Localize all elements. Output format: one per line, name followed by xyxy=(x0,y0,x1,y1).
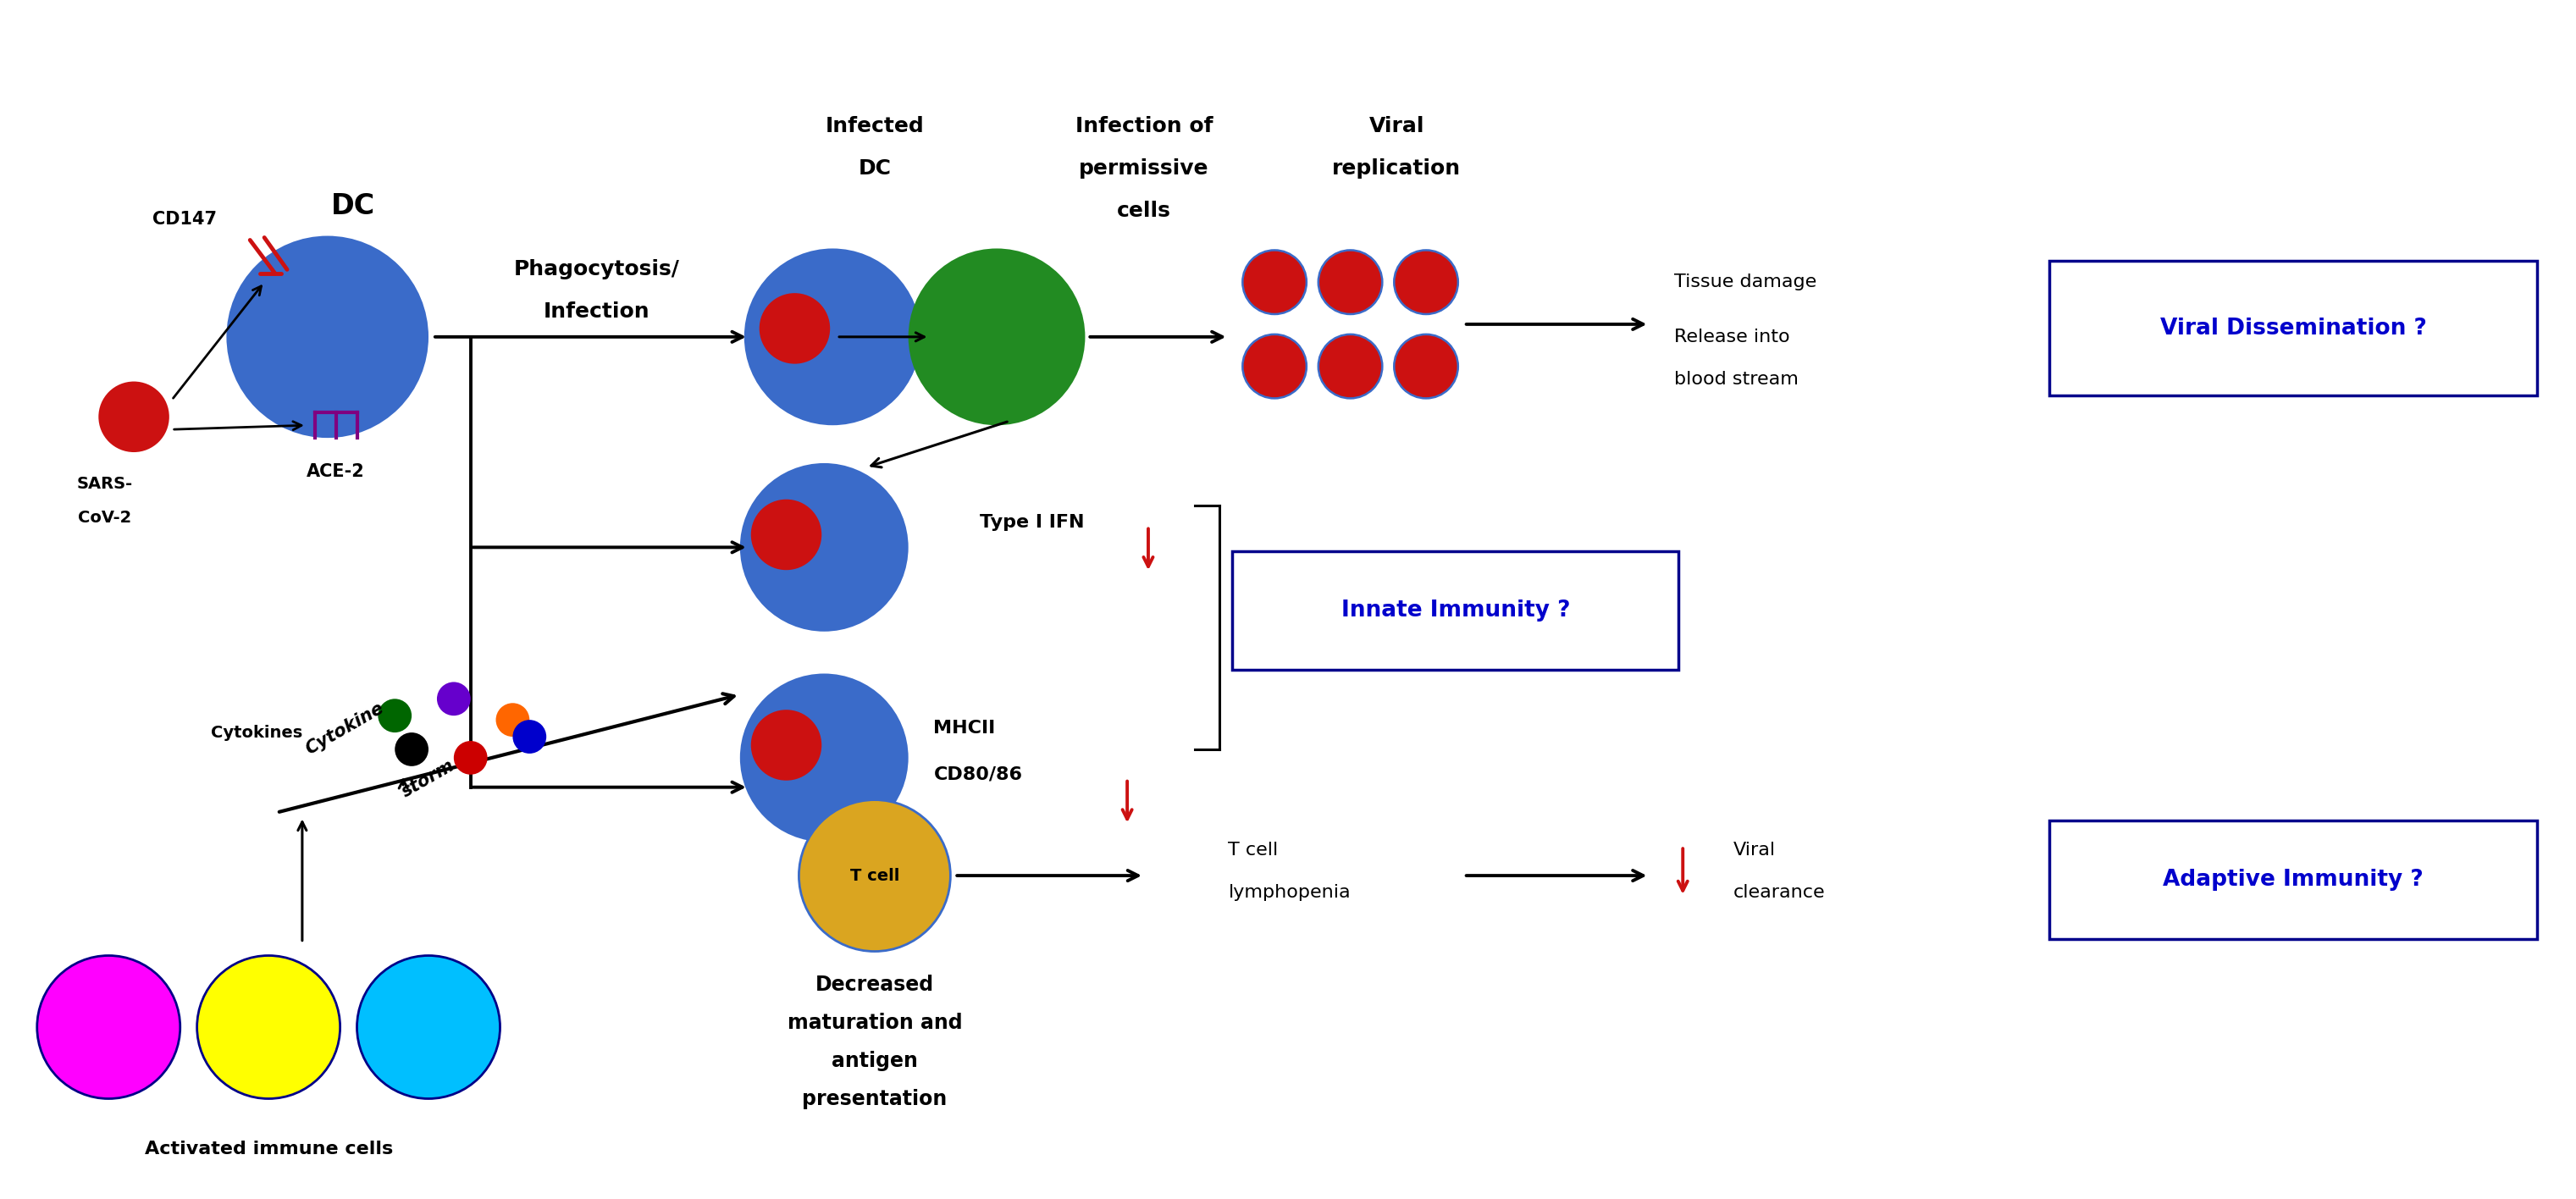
Circle shape xyxy=(453,741,487,775)
Text: Release into: Release into xyxy=(1674,329,1790,345)
Text: Decreased: Decreased xyxy=(817,975,935,995)
Circle shape xyxy=(513,719,546,753)
Circle shape xyxy=(1242,335,1306,398)
Text: Infected: Infected xyxy=(824,116,925,137)
Circle shape xyxy=(358,956,500,1098)
Text: MHCII: MHCII xyxy=(933,719,994,736)
Text: presentation: presentation xyxy=(801,1089,948,1109)
Circle shape xyxy=(438,682,471,716)
Text: antigen: antigen xyxy=(832,1050,917,1071)
Text: cells: cells xyxy=(1118,200,1172,221)
Text: Viral: Viral xyxy=(1368,116,1425,137)
Text: Innate Immunity ?: Innate Immunity ? xyxy=(1342,600,1569,621)
Text: Cytokines: Cytokines xyxy=(211,724,301,741)
Text: Phagocytosis/: Phagocytosis/ xyxy=(515,259,680,279)
Text: clearance: clearance xyxy=(1734,884,1826,900)
Circle shape xyxy=(379,699,412,733)
Text: ACE-2: ACE-2 xyxy=(307,463,366,480)
Text: Infection of: Infection of xyxy=(1074,116,1213,137)
FancyBboxPatch shape xyxy=(1231,552,1680,669)
Text: maturation and: maturation and xyxy=(788,1013,963,1034)
Text: T cell: T cell xyxy=(1229,842,1278,858)
Circle shape xyxy=(909,248,1084,426)
Circle shape xyxy=(227,236,428,438)
Text: T cell: T cell xyxy=(850,868,899,884)
Text: Tissue damage: Tissue damage xyxy=(1674,273,1816,290)
Circle shape xyxy=(739,463,909,632)
Text: Viral Dissemination ?: Viral Dissemination ? xyxy=(2159,318,2427,339)
Text: replication: replication xyxy=(1332,158,1461,179)
Text: Activated immune cells: Activated immune cells xyxy=(144,1140,392,1158)
Text: CD147: CD147 xyxy=(152,211,216,228)
Circle shape xyxy=(196,956,340,1098)
Circle shape xyxy=(1242,251,1306,314)
Text: permissive: permissive xyxy=(1079,158,1208,179)
Circle shape xyxy=(744,248,922,426)
Text: Viral: Viral xyxy=(1734,842,1775,858)
Circle shape xyxy=(752,499,822,570)
Text: SARS-: SARS- xyxy=(77,476,131,493)
Text: blood stream: blood stream xyxy=(1674,370,1798,387)
Text: CD80/86: CD80/86 xyxy=(933,766,1023,783)
Circle shape xyxy=(98,381,170,452)
Text: DC: DC xyxy=(330,192,376,221)
Circle shape xyxy=(799,800,951,951)
Text: Type I IFN: Type I IFN xyxy=(979,513,1084,530)
Text: CoV-2: CoV-2 xyxy=(77,510,131,526)
Circle shape xyxy=(752,710,822,781)
Text: DC: DC xyxy=(858,158,891,179)
Text: lymphopenia: lymphopenia xyxy=(1229,884,1350,900)
Circle shape xyxy=(1394,251,1458,314)
Circle shape xyxy=(1394,335,1458,398)
Circle shape xyxy=(394,733,428,766)
FancyBboxPatch shape xyxy=(2048,821,2537,939)
Circle shape xyxy=(495,703,531,736)
Circle shape xyxy=(739,674,909,842)
Text: storm: storm xyxy=(399,757,459,801)
Circle shape xyxy=(760,293,829,363)
Text: Infection: Infection xyxy=(544,301,649,321)
Circle shape xyxy=(1319,335,1383,398)
Circle shape xyxy=(1319,251,1383,314)
FancyBboxPatch shape xyxy=(2048,261,2537,396)
Circle shape xyxy=(36,956,180,1098)
Text: Adaptive Immunity ?: Adaptive Immunity ? xyxy=(2164,869,2424,891)
Text: Cytokine: Cytokine xyxy=(301,699,386,758)
